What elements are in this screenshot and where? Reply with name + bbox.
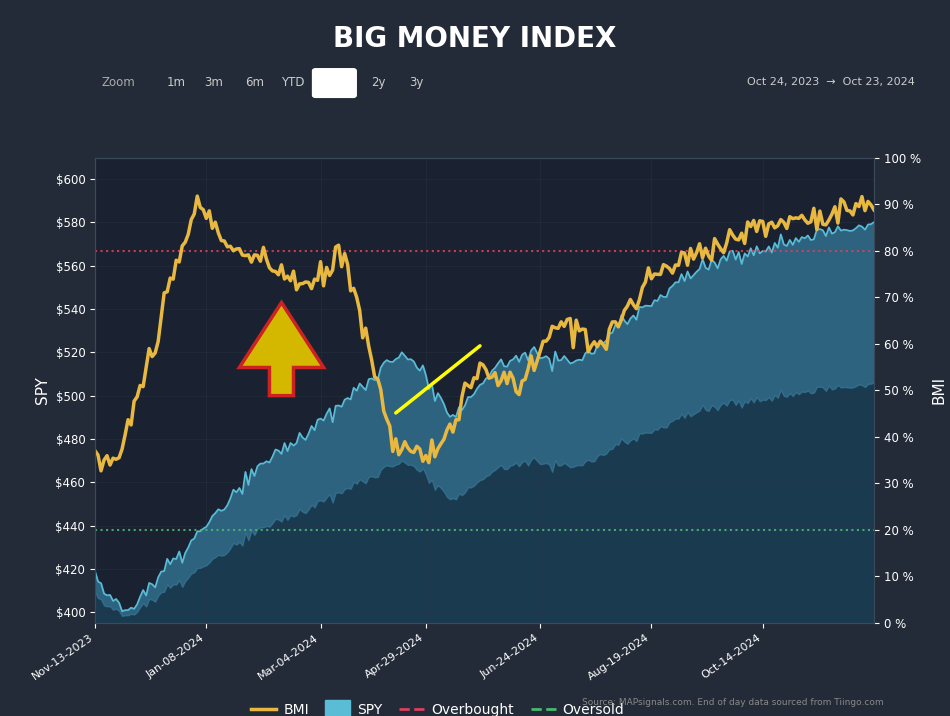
Text: Oct 24, 2023  →  Oct 23, 2024: Oct 24, 2023 → Oct 23, 2024 (748, 77, 915, 87)
Text: Zoom: Zoom (102, 76, 136, 89)
Y-axis label: SPY: SPY (35, 377, 49, 404)
Text: Source: MAPsignals.com. End of day data sourced from Tiingo.com: Source: MAPsignals.com. End of day data … (581, 698, 884, 707)
Text: 1y: 1y (327, 76, 342, 89)
FancyArrow shape (239, 303, 324, 396)
Y-axis label: BMI: BMI (932, 376, 947, 405)
Text: 1m: 1m (166, 76, 185, 89)
Legend: BMI, SPY, Overbought, Oversold: BMI, SPY, Overbought, Oversold (246, 697, 630, 716)
Text: 3m: 3m (204, 76, 223, 89)
Text: 3y: 3y (408, 76, 424, 89)
Text: 6m: 6m (245, 76, 264, 89)
Text: YTD: YTD (281, 76, 304, 89)
Text: BIG MONEY INDEX: BIG MONEY INDEX (333, 25, 617, 54)
Text: 2y: 2y (370, 76, 386, 89)
